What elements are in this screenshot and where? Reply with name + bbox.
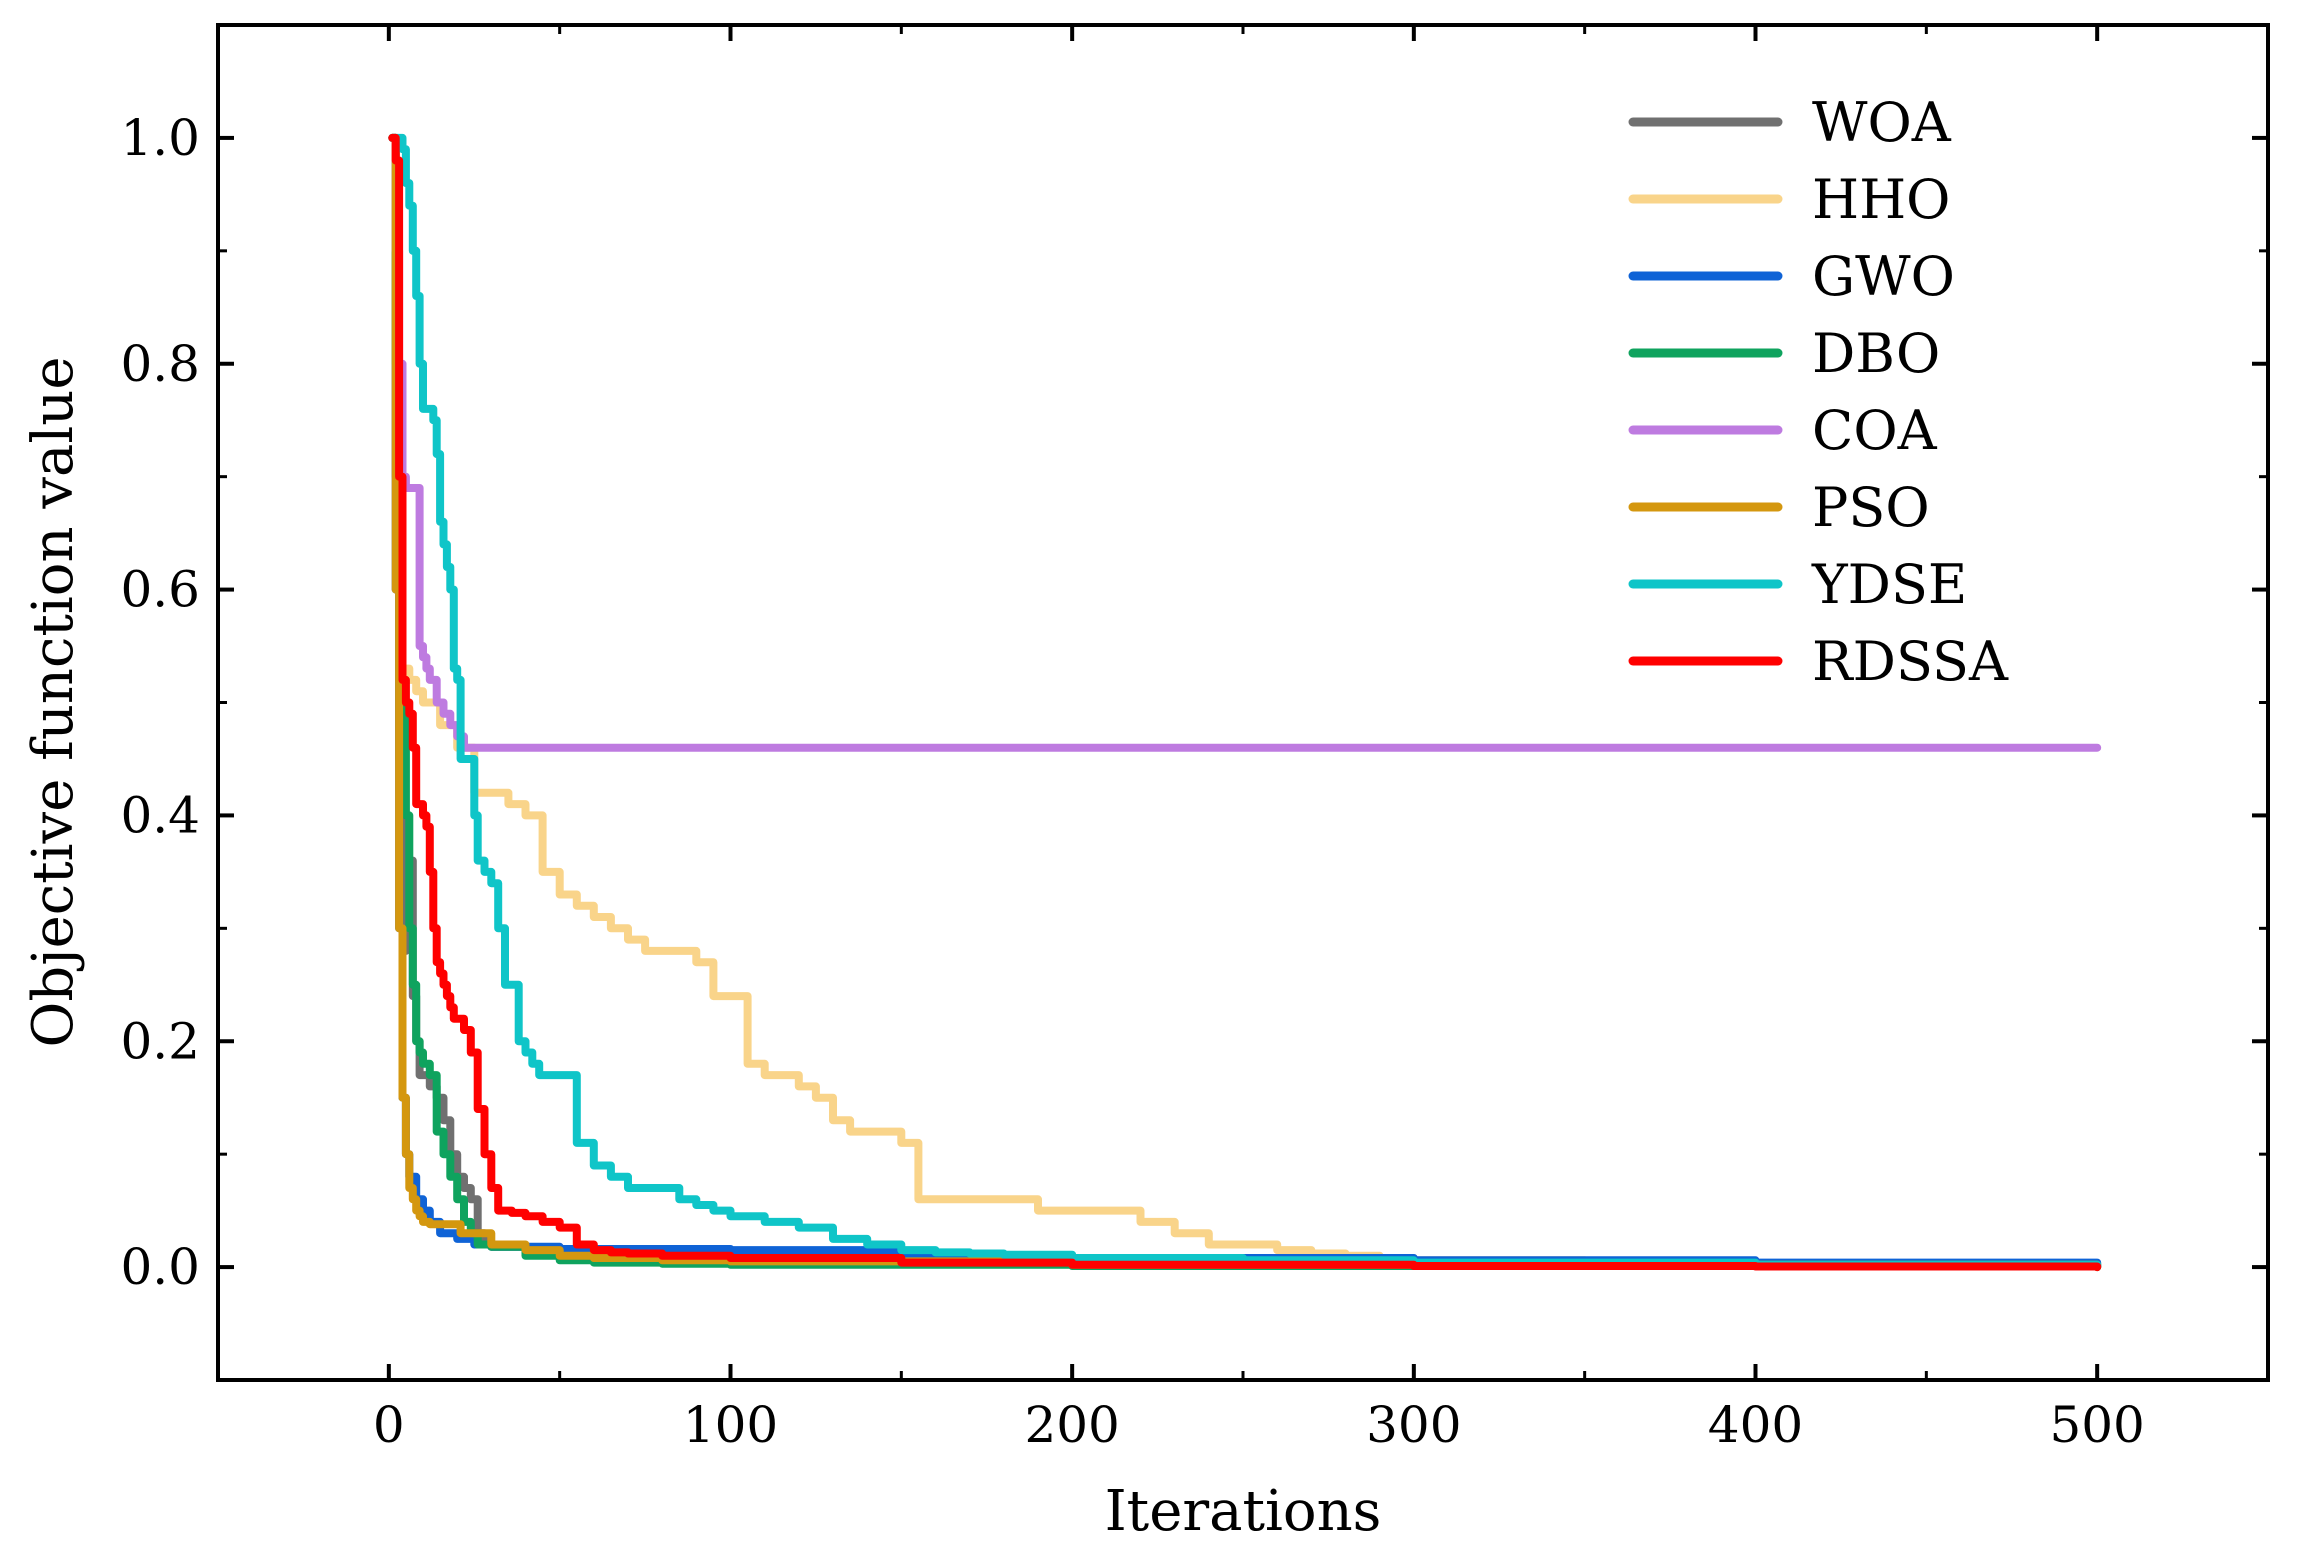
legend-label-rdssa: RDSSA [1812, 630, 2009, 693]
y-tick-label: 0.6 [120, 561, 200, 619]
legend-label-coa: COA [1812, 399, 1938, 462]
legend-label-dbo: DBO [1812, 322, 1940, 385]
x-axis-title: Iterations [1105, 1479, 1382, 1544]
legend-label-woa: WOA [1812, 91, 1952, 154]
series-line-ydse [388, 133, 2102, 1270]
legend-label-pso: PSO [1812, 476, 1930, 539]
x-tick-label: 500 [2049, 1396, 2144, 1454]
ticks-layer: 0 100 200 300 400 500 0.0 0.2 0.4 0.6 0.8 1.0 [120, 23, 2270, 1454]
y-tick-label: 0.2 [120, 1012, 200, 1070]
y-tick-label: 0.4 [120, 786, 200, 844]
x-tick-label: 200 [1024, 1396, 1119, 1454]
x-tick-label: 400 [1708, 1396, 1803, 1454]
legend-label-hho: HHO [1812, 168, 1950, 231]
y-tick-label: 0.8 [120, 335, 200, 393]
y-axis-title: Objective function value [21, 357, 86, 1048]
legend-label-gwo: GWO [1812, 245, 1955, 308]
legend: WOA HHO GWO DBO COA PSO YDSE RDSSA [1628, 91, 2009, 693]
legend-label-ydse: YDSE [1811, 553, 1967, 616]
y-tick-label: 0.0 [120, 1238, 200, 1296]
y-tick-label: 1.0 [120, 109, 200, 167]
x-tick-label: 300 [1366, 1396, 1461, 1454]
series-line-rdssa [388, 133, 2102, 1272]
series-layer [388, 133, 2102, 1272]
x-tick-label: 100 [683, 1396, 778, 1454]
x-tick-label: 0 [373, 1396, 405, 1454]
